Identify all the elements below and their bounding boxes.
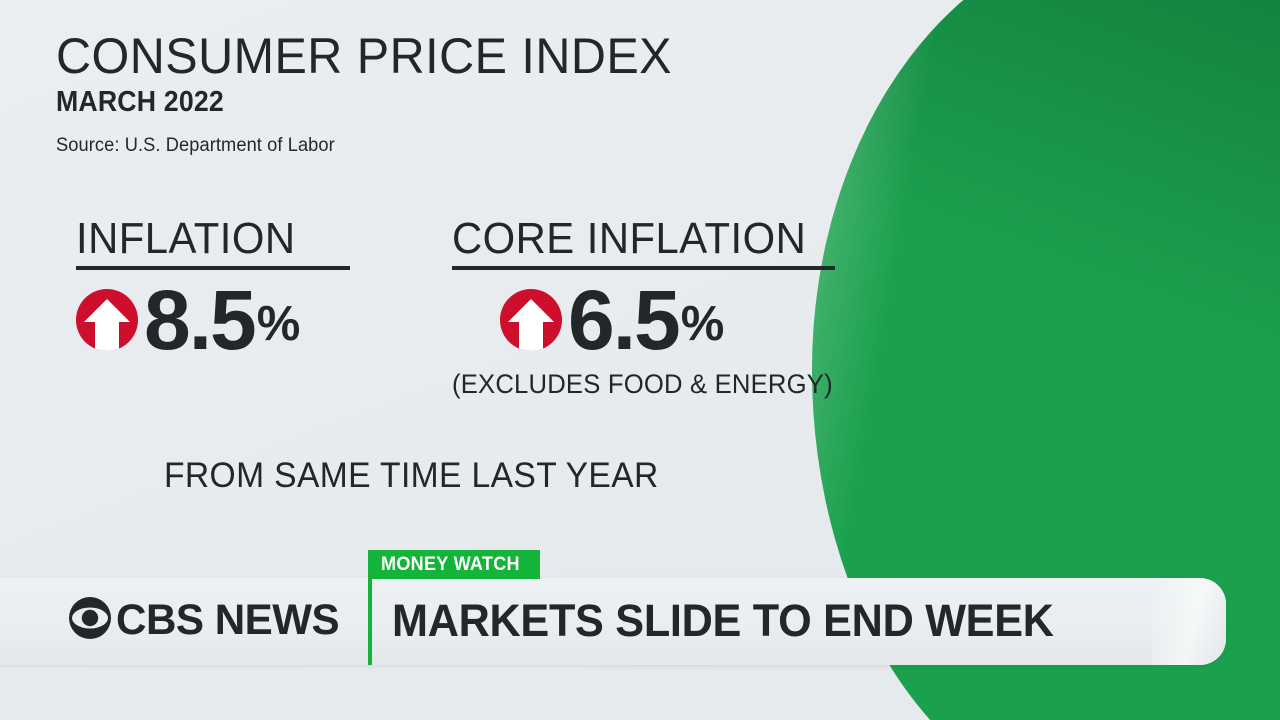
stat-note: (EXCLUDES FOOD & ENERGY) bbox=[452, 369, 833, 399]
lower-third-banner bbox=[0, 578, 1226, 665]
stat-underline bbox=[452, 266, 835, 270]
network-lockup: CBS NEWS bbox=[68, 596, 344, 645]
banner-tail-highlight bbox=[1152, 578, 1226, 665]
stat-label: INFLATION bbox=[76, 214, 296, 263]
comparison-note: FROM SAME TIME LAST YEAR bbox=[164, 456, 659, 495]
stat-core-inflation: CORE INFLATION 6.5 % (EXCLUDES FOOD & EN… bbox=[452, 214, 835, 399]
money-watch-label: MONEY WATCH bbox=[381, 553, 520, 575]
source-attribution: Source: U.S. Department of Labor bbox=[56, 135, 335, 156]
stat-value: 6.5 bbox=[568, 273, 681, 367]
arrow-up-icon bbox=[500, 289, 562, 351]
banner-divider bbox=[368, 578, 372, 665]
page-subtitle: MARCH 2022 bbox=[56, 86, 224, 118]
stat-value-row: 6.5 % bbox=[452, 278, 835, 362]
stat-label: CORE INFLATION bbox=[452, 214, 807, 263]
stat-inflation: INFLATION 8.5 % bbox=[76, 214, 350, 362]
stat-unit: % bbox=[680, 296, 725, 351]
stat-value-row: 8.5 % bbox=[76, 278, 350, 362]
page-title: CONSUMER PRICE INDEX bbox=[56, 28, 673, 84]
cbs-eye-icon bbox=[68, 596, 112, 645]
arrow-up-icon bbox=[76, 289, 138, 351]
stat-unit: % bbox=[256, 296, 301, 351]
network-name: CBS NEWS bbox=[116, 596, 340, 644]
stat-value: 8.5 bbox=[144, 273, 257, 367]
headline-text: MARKETS SLIDE TO END WEEK bbox=[392, 595, 1054, 646]
stat-underline bbox=[76, 266, 350, 270]
title-block: CONSUMER PRICE INDEX MARCH 2022 Source: … bbox=[56, 28, 691, 157]
money-watch-tag: MONEY WATCH bbox=[368, 550, 541, 579]
